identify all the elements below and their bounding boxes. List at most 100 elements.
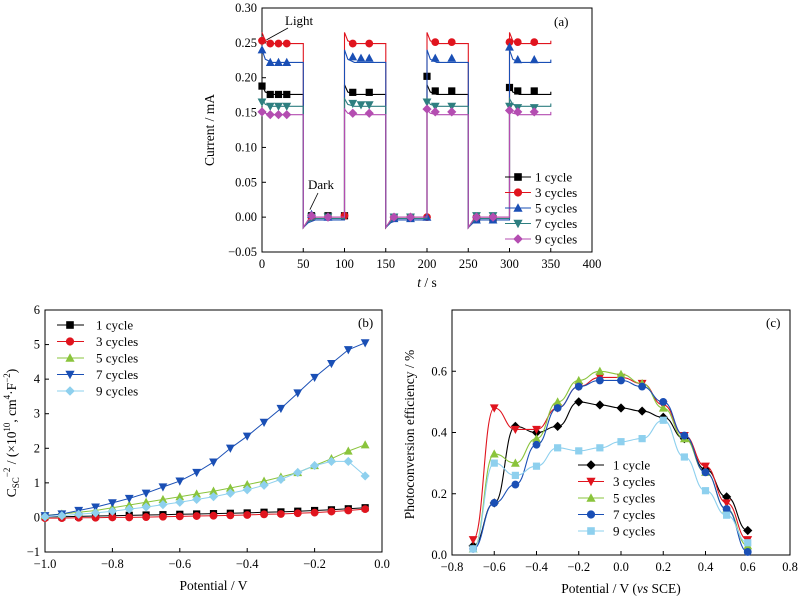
data-point xyxy=(266,90,274,99)
series-line xyxy=(472,376,748,541)
data-point xyxy=(124,500,134,509)
y-tick-label: 0.6 xyxy=(431,364,447,378)
data-point xyxy=(257,45,267,54)
data-point xyxy=(266,39,275,48)
y-tick-label: 0.10 xyxy=(235,140,257,154)
x-tick-label: 0.4 xyxy=(698,560,714,574)
legend-marker xyxy=(65,386,75,396)
legend-marker xyxy=(65,353,75,362)
data-point xyxy=(532,425,541,435)
data-point xyxy=(192,468,202,478)
annotation-dark: Dark xyxy=(308,177,334,192)
x-tick-label: −0.2 xyxy=(567,560,590,574)
data-point xyxy=(242,479,252,489)
y-tick-label: 4 xyxy=(34,372,41,386)
x-tick-label: 50 xyxy=(297,257,310,271)
legend-label: 7 cycles xyxy=(535,216,577,231)
annotation-light: Light xyxy=(285,13,314,28)
data-point xyxy=(430,107,440,117)
data-point xyxy=(553,421,563,431)
data-point xyxy=(360,339,370,348)
data-point xyxy=(514,87,522,95)
data-point xyxy=(259,476,269,485)
data-point xyxy=(364,101,374,110)
data-point xyxy=(468,536,478,545)
data-point xyxy=(124,494,134,504)
data-point xyxy=(343,346,353,355)
legend-marker xyxy=(587,527,595,535)
legend-label: 9 cycles xyxy=(96,384,138,399)
y-tick-label: 0 xyxy=(34,510,40,524)
y-tick-label: 6 xyxy=(34,303,40,317)
y-axis-label: CSC−2 / (×1010, cm4·F−2) xyxy=(2,369,21,498)
x-tick-label: 0.0 xyxy=(613,560,629,574)
data-point xyxy=(348,99,358,109)
data-point xyxy=(638,382,647,391)
data-point xyxy=(258,82,266,90)
y-tick-label: 0.4 xyxy=(431,426,447,440)
legend-marker xyxy=(586,510,596,519)
legend-marker xyxy=(66,321,74,329)
data-point xyxy=(107,506,117,516)
x-tick-label: 0.6 xyxy=(740,560,756,574)
data-point xyxy=(701,487,710,495)
data-point xyxy=(722,492,732,502)
data-point xyxy=(422,104,432,114)
data-point xyxy=(447,38,456,47)
y-tick-label: 0.15 xyxy=(235,106,257,120)
data-point xyxy=(471,212,482,222)
data-point xyxy=(265,110,275,120)
data-point xyxy=(529,54,539,64)
legend-marker xyxy=(586,477,596,487)
data-point xyxy=(743,548,752,556)
x-tick-label: 200 xyxy=(418,257,437,271)
data-point xyxy=(274,90,283,99)
series-line xyxy=(261,49,552,229)
annotation-arrow xyxy=(309,192,319,210)
data-point xyxy=(344,506,353,515)
data-point xyxy=(175,492,185,501)
legend-label: 3 cycles xyxy=(613,474,655,489)
data-point xyxy=(124,504,134,514)
data-point xyxy=(658,403,668,412)
data-point xyxy=(91,503,100,512)
legend-marker xyxy=(586,460,596,470)
y-tick-label: 0.05 xyxy=(235,175,257,189)
data-point xyxy=(242,432,252,441)
data-point xyxy=(282,39,291,48)
data-point xyxy=(505,42,514,51)
data-point xyxy=(722,505,731,513)
data-point xyxy=(175,477,185,486)
data-point xyxy=(276,404,286,414)
x-axis-label: Potential / V xyxy=(179,578,247,593)
panel-b-mott-schottky: −1.0 −0.8 −0.6 −0.4 −0.2 0.0 −1 0 1 2 3 4 5 6 Potentia… xyxy=(2,303,390,593)
data-point xyxy=(743,525,753,536)
data-point xyxy=(192,512,201,520)
data-point xyxy=(209,486,218,495)
legend-marker xyxy=(513,203,523,212)
data-point xyxy=(91,513,100,522)
data-point xyxy=(343,446,353,455)
panel-a-current-transient: 0 50 100 150 200 250 300 350 400 −0.05 0.00 0.05 0.1… xyxy=(202,1,601,290)
series-line xyxy=(472,370,748,550)
data-point xyxy=(701,468,710,477)
y-tick-label: 0.00 xyxy=(235,210,257,224)
data-point xyxy=(265,102,275,111)
data-point xyxy=(405,212,416,222)
panel-label: (c) xyxy=(766,315,780,330)
data-point xyxy=(637,406,647,416)
data-point xyxy=(490,499,499,507)
data-point xyxy=(638,435,646,443)
legend-marker xyxy=(513,188,523,197)
x-tick-label: −0.6 xyxy=(168,557,191,571)
legend-label: 7 cycles xyxy=(613,507,655,522)
data-point xyxy=(158,483,168,492)
data-point xyxy=(274,102,283,111)
data-point xyxy=(448,87,456,95)
data-point xyxy=(469,545,477,553)
data-point xyxy=(422,98,432,107)
